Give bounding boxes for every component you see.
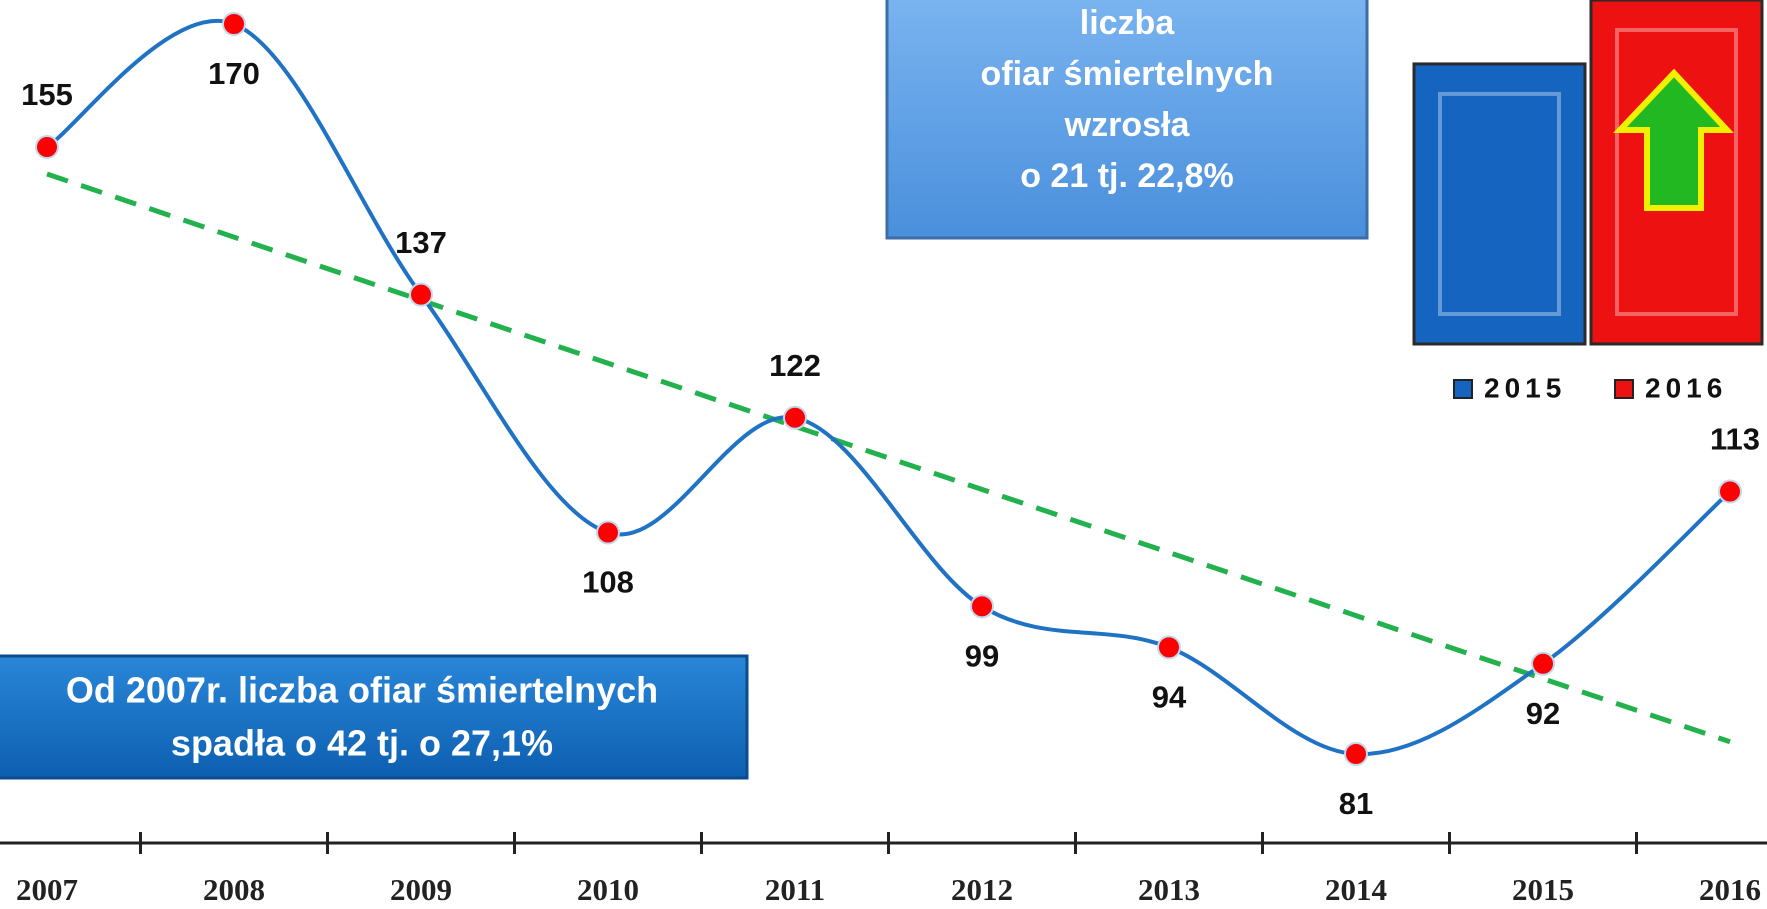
x-tick-label: 2014 xyxy=(1325,872,1387,907)
data-label: 170 xyxy=(208,56,260,91)
data-label: 81 xyxy=(1339,786,1373,821)
data-point xyxy=(597,522,619,544)
legend-label: 2015 xyxy=(1484,372,1566,403)
annotation-text: wzrosła xyxy=(1064,106,1191,144)
data-label: 113 xyxy=(1710,422,1760,457)
x-tick-label: 2007 xyxy=(16,872,78,907)
data-label: 155 xyxy=(21,77,73,112)
inset-chart: 2015 2016 xyxy=(1414,0,1762,403)
chart: 2015 2016 2007 2008 2009 2010 2011 2012 2013 201… xyxy=(0,0,1767,909)
annotation-text: spadła o 42 tj. o 27,1% xyxy=(171,723,553,764)
data-label: 122 xyxy=(769,348,821,383)
x-tick-label: 2013 xyxy=(1138,872,1200,907)
data-point xyxy=(971,595,993,617)
x-tick-label: 2012 xyxy=(951,872,1013,907)
x-tick-label: 2016 xyxy=(1699,872,1761,907)
annotation-text: ofiar śmiertelnych xyxy=(981,55,1274,93)
data-point xyxy=(1532,653,1554,675)
x-tick-label: 2015 xyxy=(1512,872,1574,907)
x-tick-label: 2010 xyxy=(577,872,639,907)
data-point xyxy=(784,407,806,429)
annotation-text: Od 2007r. liczba ofiar śmiertelnych xyxy=(66,670,658,711)
legend-swatch xyxy=(1454,380,1472,398)
data-point xyxy=(410,284,432,306)
annotation-text: o 21 tj. 22,8% xyxy=(1020,157,1234,195)
annotation-text: liczba xyxy=(1080,4,1176,42)
x-tick-label: 2009 xyxy=(390,872,452,907)
data-point xyxy=(36,136,58,158)
data-label: 92 xyxy=(1526,696,1560,731)
data-label: 94 xyxy=(1152,680,1187,715)
data-label: 99 xyxy=(965,639,999,674)
x-tick-label: 2008 xyxy=(203,872,265,907)
data-label: 137 xyxy=(395,225,447,260)
data-point xyxy=(1158,636,1180,658)
legend-label: 2016 xyxy=(1645,372,1727,403)
legend-swatch xyxy=(1615,380,1633,398)
data-label: 108 xyxy=(582,565,634,600)
x-tick-label: 2011 xyxy=(765,872,825,907)
data-point xyxy=(1345,743,1367,765)
data-point xyxy=(1719,481,1741,503)
data-point xyxy=(223,13,245,35)
